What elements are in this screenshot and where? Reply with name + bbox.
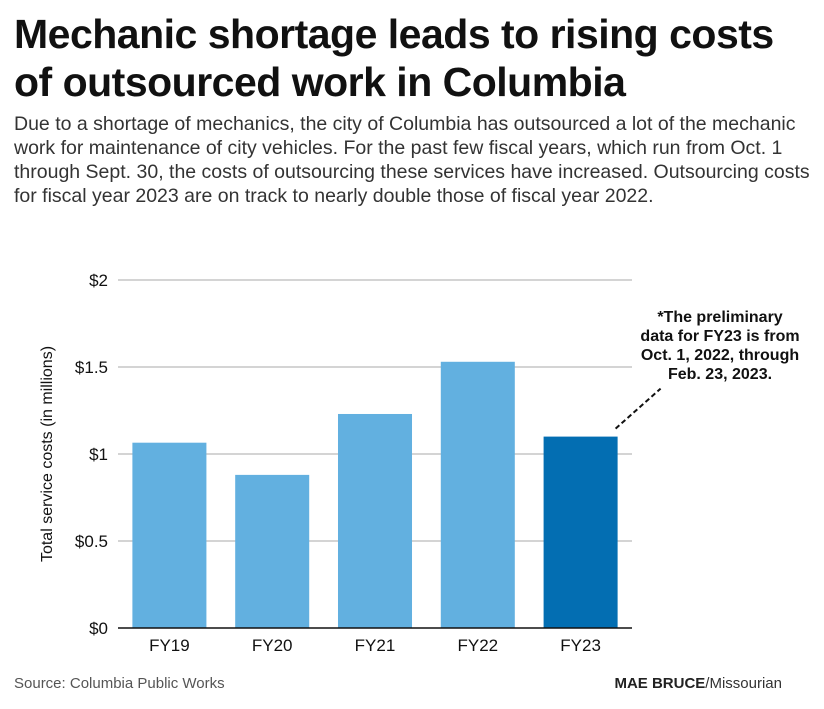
annotation-leader-line: [614, 387, 662, 430]
bar-fy20: [235, 474, 310, 628]
x-tick-label: FY21: [355, 636, 396, 655]
source-note: Source: Columbia Public Works: [14, 675, 225, 692]
x-tick-label: FY20: [252, 636, 293, 655]
x-tick-label: FY19: [149, 636, 190, 655]
bar-fy22: [440, 361, 515, 628]
credit-org: /Missourian: [705, 675, 782, 692]
credit-name: MAE BRUCE: [614, 675, 706, 692]
bar-fy21: [337, 413, 413, 628]
y-tick-label: $0: [89, 619, 108, 638]
y-tick-label: $2: [89, 271, 108, 290]
x-tick-label: FY22: [457, 636, 498, 655]
y-tick-label: $1: [89, 445, 108, 464]
y-axis-label: Total service costs (in millions): [39, 346, 56, 562]
credit: MAE BRUCE/Missourian: [614, 675, 782, 692]
bar-fy19: [132, 442, 207, 628]
y-tick-label: $1.5: [75, 358, 108, 377]
x-tick-label: FY23: [560, 636, 601, 655]
chart-title: Mechanic shortage leads to rising costs …: [14, 11, 774, 105]
fy23-annotation: *The preliminary data for FY23 is from O…: [640, 309, 800, 383]
bar-fy23: [543, 436, 618, 628]
chart-subtitle: Due to a shortage of mechanics, the city…: [14, 113, 810, 207]
y-tick-label: $0.5: [75, 532, 108, 551]
